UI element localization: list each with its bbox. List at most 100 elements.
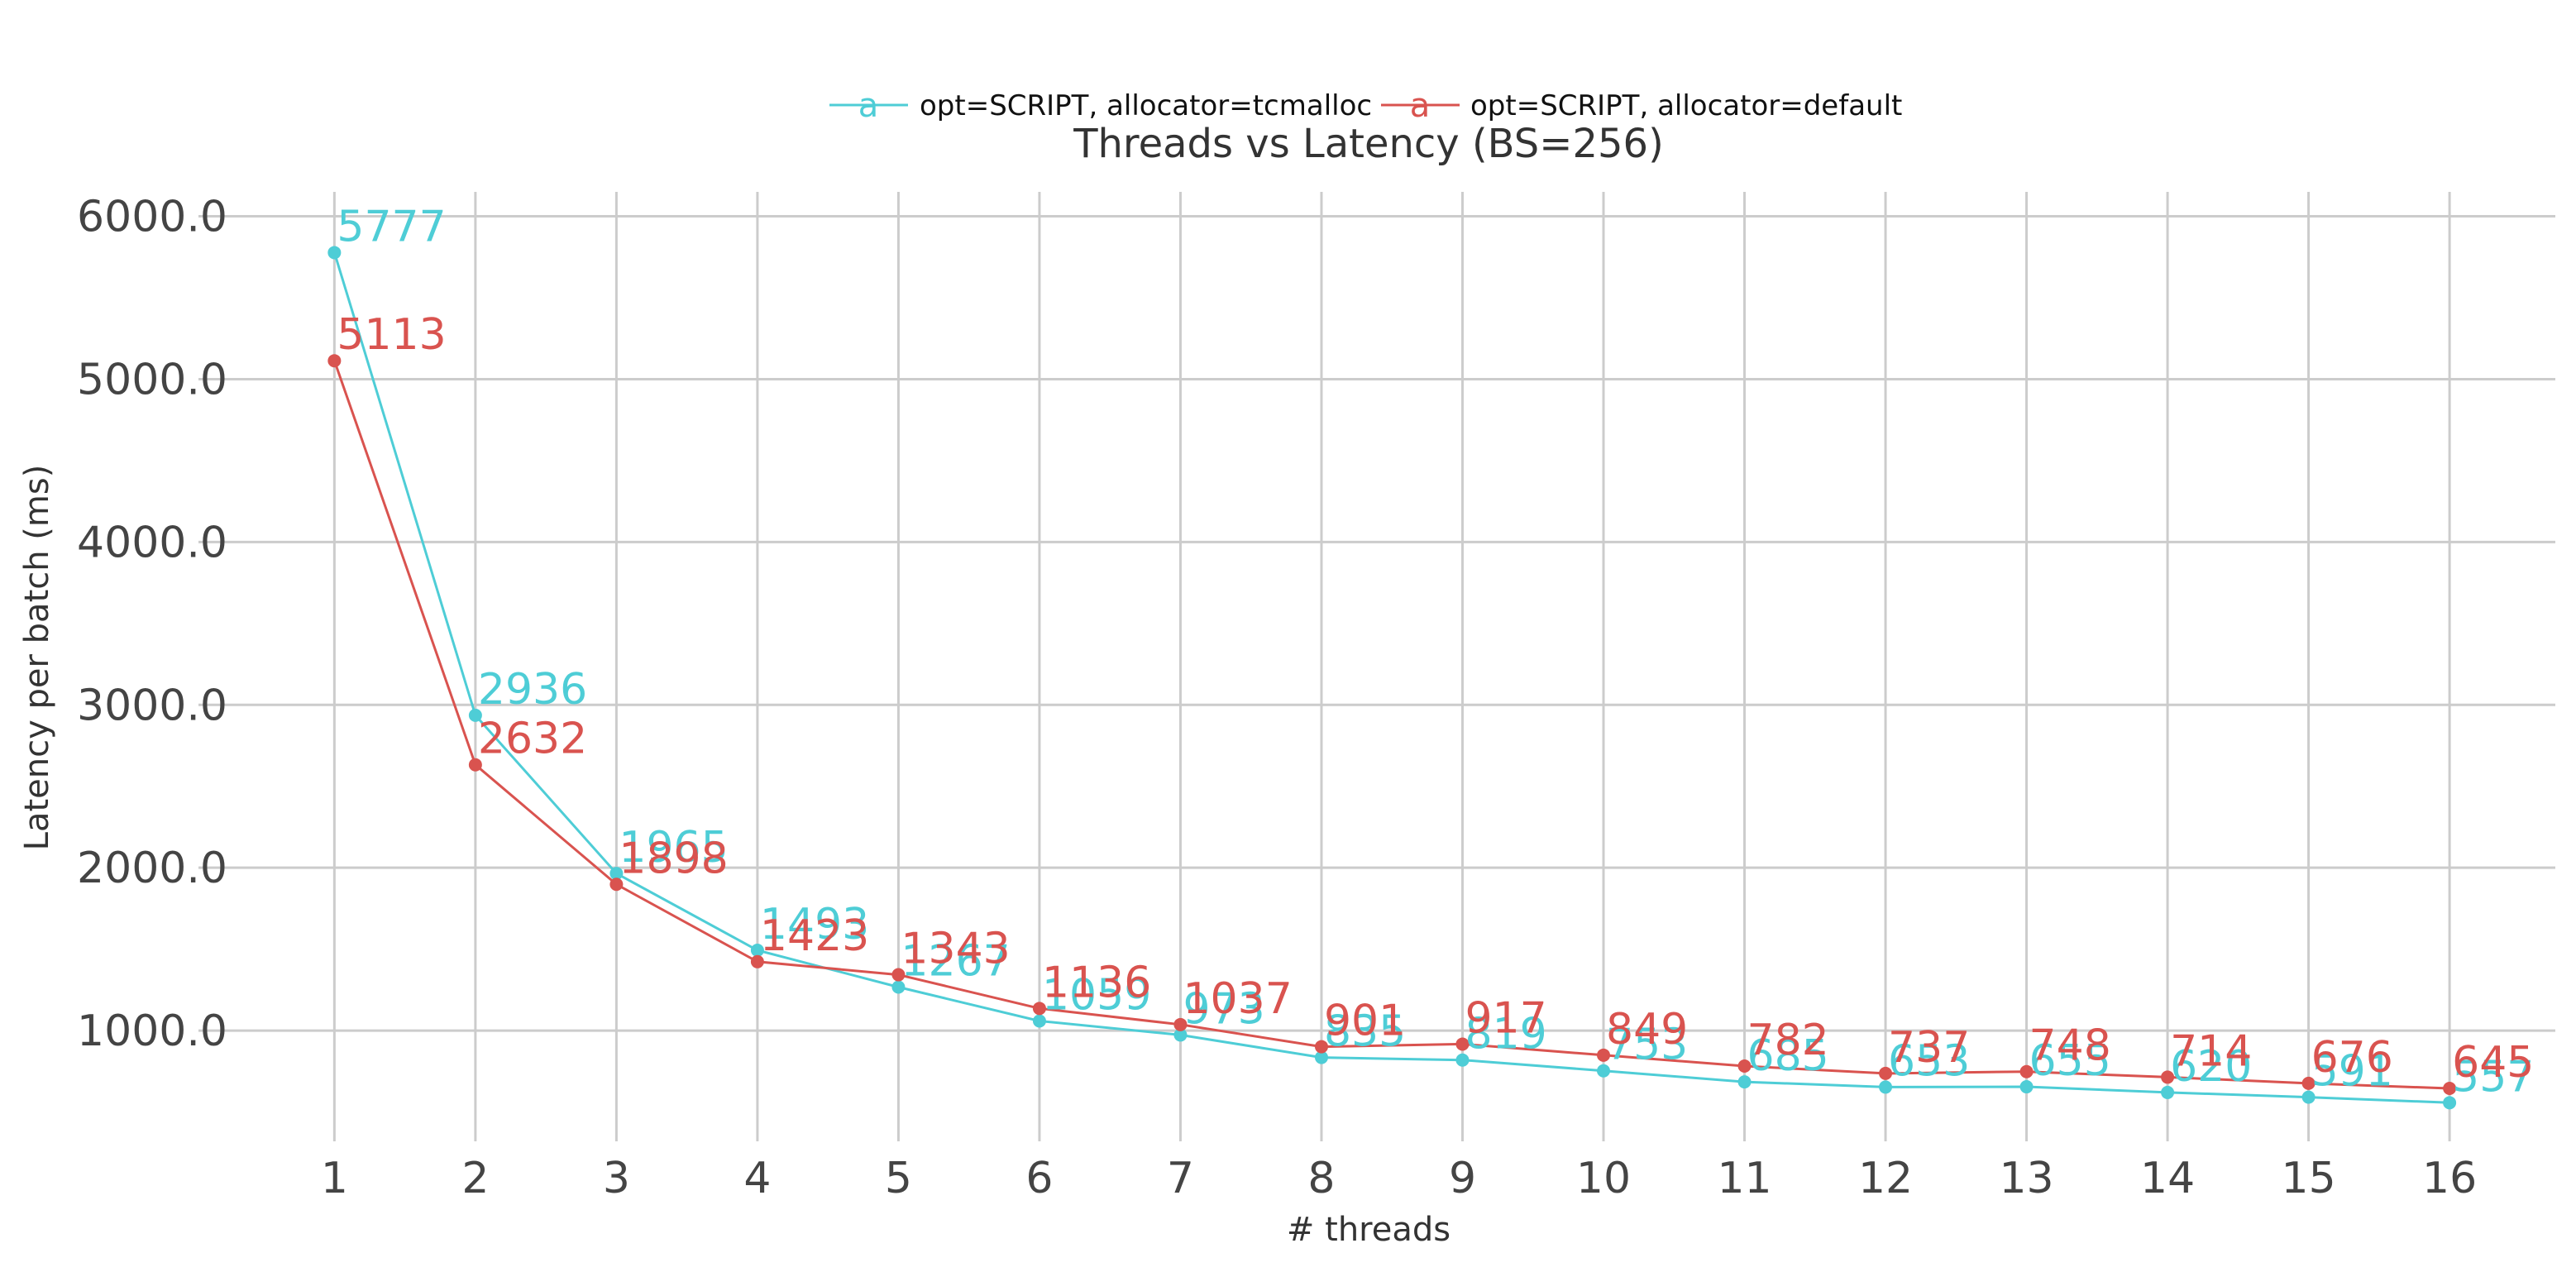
- data-labels: 5777 2936 1965 1493 1267 1059 973 835 819 753 685 6…: [337, 202, 2534, 1102]
- data-label: 835: [1324, 1007, 1406, 1057]
- data-point: [468, 758, 482, 772]
- x-tick-label: 11: [1717, 1154, 1771, 1203]
- y-axis-title: Latency per batch (ms): [18, 465, 56, 851]
- data-point: [1597, 1064, 1611, 1078]
- data-point: [609, 877, 624, 892]
- data-point: [2161, 1085, 2175, 1099]
- data-point: [2161, 1070, 2175, 1084]
- x-tick-label: 10: [1576, 1154, 1631, 1203]
- data-label: 849: [1606, 1005, 1688, 1054]
- series-lines: [327, 246, 2457, 1110]
- data-label: 655: [2029, 1036, 2111, 1086]
- series-line-tcmalloc: [332, 251, 2450, 1104]
- legend-label: opt=SCRIPT, allocator=default: [1470, 89, 1902, 122]
- x-tick-label: 15: [2282, 1154, 2336, 1203]
- x-tick-label: 16: [2422, 1154, 2477, 1203]
- x-tick-label: 13: [1999, 1154, 2053, 1203]
- data-label: 1037: [1183, 974, 1292, 1024]
- data-label: 5777: [337, 202, 446, 251]
- x-tick-label: 4: [743, 1154, 771, 1203]
- data-label: 676: [2311, 1033, 2393, 1083]
- data-point: [1737, 1075, 1752, 1089]
- data-point: [1032, 1002, 1046, 1016]
- data-point: [468, 708, 482, 722]
- x-tick-label: 14: [2140, 1154, 2195, 1203]
- legend-label: opt=SCRIPT, allocator=tcmalloc: [920, 89, 1372, 122]
- y-tick-label: 3000.0: [77, 681, 227, 730]
- data-point: [2301, 1090, 2316, 1104]
- x-tick-label: 1: [321, 1154, 348, 1203]
- data-point: [1173, 1017, 1188, 1031]
- data-label: 620: [2170, 1042, 2252, 1092]
- legend: a opt=SCRIPT, allocator=tcmalloc a opt=SCRI…: [829, 87, 1902, 125]
- y-tick-label: 2000.0: [77, 844, 227, 893]
- legend-marker-glyph: a: [1410, 87, 1431, 125]
- data-label: 1343: [901, 925, 1010, 974]
- data-point: [1455, 1053, 1470, 1067]
- data-label: 653: [1888, 1036, 1970, 1086]
- y-tick-label: 5000.0: [77, 355, 227, 404]
- data-label: 737: [1888, 1023, 1970, 1073]
- data-label: 748: [2029, 1021, 2111, 1071]
- data-label: 5113: [337, 310, 446, 360]
- data-point: [1314, 1050, 1328, 1064]
- data-point: [2301, 1076, 2316, 1090]
- data-point: [1455, 1037, 1470, 1051]
- data-point: [327, 246, 342, 260]
- chart-title: Threads vs Latency (BS=256): [1073, 121, 1664, 167]
- data-point: [2019, 1064, 2034, 1078]
- data-label: 1136: [1042, 958, 1151, 1007]
- data-point: [1597, 1048, 1611, 1062]
- data-label: 2936: [478, 665, 587, 715]
- data-point: [1032, 1014, 1046, 1028]
- data-label: 1059: [1042, 970, 1151, 1020]
- data-point: [2443, 1096, 2457, 1110]
- data-label: 2632: [478, 715, 587, 764]
- x-tick-label: 7: [1167, 1154, 1194, 1203]
- y-tick-label: 1000.0: [77, 1007, 227, 1056]
- x-axis-title: # threads: [1287, 1211, 1450, 1249]
- y-tick-label: 4000.0: [77, 518, 227, 567]
- data-point: [750, 944, 764, 958]
- data-label: 819: [1465, 1010, 1546, 1059]
- grid: [198, 192, 2555, 1141]
- data-point: [750, 954, 764, 968]
- data-point: [891, 980, 906, 994]
- x-tick-label: 8: [1307, 1154, 1335, 1203]
- x-tick-label: 12: [1858, 1154, 1913, 1203]
- data-point: [609, 867, 624, 881]
- data-label: 917: [1465, 993, 1546, 1043]
- data-label: 973: [1183, 984, 1264, 1034]
- data-point: [1879, 1066, 1893, 1080]
- data-label: 753: [1606, 1021, 1688, 1070]
- data-point: [2443, 1082, 2457, 1096]
- data-label: 1423: [760, 911, 869, 961]
- x-tick-label: 6: [1025, 1154, 1053, 1203]
- data-label: 1965: [619, 823, 728, 873]
- series-line-default: [332, 360, 2450, 1090]
- data-label: 1267: [901, 937, 1010, 987]
- data-point: [891, 968, 906, 982]
- data-label: 557: [2452, 1052, 2534, 1102]
- data-point: [1879, 1080, 1893, 1094]
- data-label: 901: [1324, 997, 1406, 1046]
- data-label: 591: [2311, 1047, 2393, 1097]
- data-point: [1737, 1059, 1752, 1074]
- data-point: [2019, 1080, 2034, 1094]
- data-label: 685: [1747, 1031, 1829, 1081]
- data-point: [327, 354, 342, 368]
- data-label: 645: [2452, 1038, 2534, 1088]
- y-tick-label: 6000.0: [77, 193, 227, 242]
- data-label: 1898: [619, 834, 728, 883]
- x-tick-label: 5: [885, 1154, 912, 1203]
- x-tick-label: 9: [1449, 1154, 1476, 1203]
- data-point: [1173, 1028, 1188, 1042]
- legend-marker-glyph: a: [858, 87, 879, 125]
- data-point: [1314, 1040, 1328, 1054]
- data-label: 714: [2170, 1026, 2252, 1076]
- x-tick-label: 2: [461, 1154, 489, 1203]
- data-label: 782: [1747, 1016, 1829, 1065]
- data-label: 1493: [760, 900, 869, 949]
